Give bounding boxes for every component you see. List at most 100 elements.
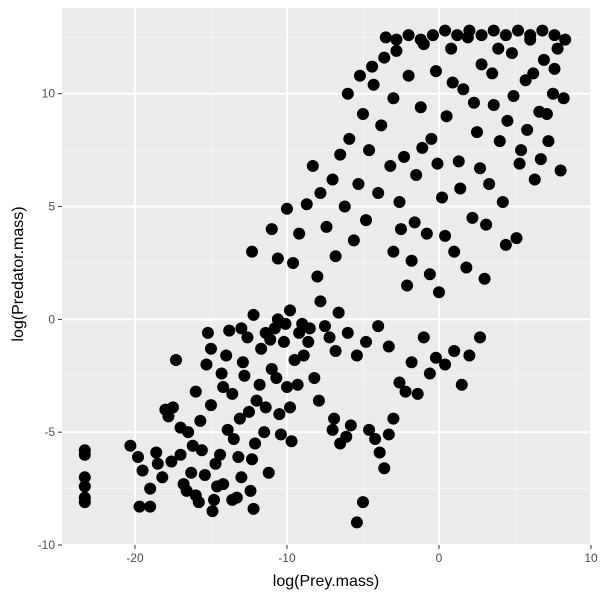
data-point (457, 83, 470, 96)
data-point (554, 164, 567, 177)
data-point (436, 191, 449, 204)
data-point (206, 505, 219, 518)
data-point (271, 313, 284, 326)
data-point (326, 173, 339, 186)
data-point (378, 462, 391, 475)
y-tick-label: 5 (48, 200, 55, 214)
data-point (402, 69, 415, 82)
data-point (320, 220, 333, 233)
data-point (293, 326, 306, 339)
data-point (180, 484, 193, 497)
data-point (524, 29, 537, 42)
data-point (274, 428, 287, 441)
data-point (78, 448, 91, 461)
data-point (312, 394, 325, 407)
data-point (220, 349, 233, 362)
data-point (512, 24, 525, 37)
data-point (382, 428, 395, 441)
data-point (78, 496, 91, 509)
data-point (445, 42, 458, 55)
data-point (308, 372, 321, 385)
data-point (401, 279, 414, 292)
data-point (341, 326, 354, 339)
data-point (499, 238, 512, 251)
data-point (387, 92, 400, 105)
data-point (235, 471, 248, 484)
data-point (268, 322, 281, 335)
data-point (194, 414, 207, 427)
data-point (246, 245, 259, 258)
data-point (192, 496, 205, 509)
data-point (466, 211, 479, 224)
data-point (344, 419, 357, 432)
x-tick-label: -20 (126, 551, 144, 565)
data-point (507, 89, 520, 102)
data-point (378, 51, 391, 64)
data-point (249, 437, 262, 450)
data-point (393, 196, 406, 209)
data-point (455, 378, 468, 391)
data-point (144, 500, 157, 513)
data-point (236, 356, 249, 369)
data-point (246, 453, 259, 466)
data-point (432, 286, 445, 299)
data-point (398, 150, 411, 163)
data-point (201, 326, 214, 339)
data-point (247, 502, 260, 515)
data-point (174, 448, 187, 461)
data-point (410, 168, 423, 181)
data-point (475, 58, 488, 71)
data-point (510, 232, 523, 245)
data-point (440, 110, 453, 123)
data-point (467, 96, 480, 109)
data-point (394, 223, 407, 236)
data-point (280, 202, 293, 215)
data-point (360, 214, 373, 227)
data-point (217, 381, 230, 394)
data-point (528, 173, 541, 186)
data-point (195, 444, 208, 457)
data-point (363, 423, 376, 436)
data-point (78, 471, 91, 484)
data-point (369, 432, 382, 445)
data-point (372, 187, 385, 200)
data-point (402, 29, 415, 42)
data-point (387, 245, 400, 258)
data-point (546, 87, 559, 100)
data-point (414, 101, 427, 114)
data-point (323, 331, 336, 344)
data-point (255, 342, 268, 355)
data-point (328, 412, 341, 425)
data-point (314, 187, 327, 200)
data-point (536, 24, 549, 37)
data-point (259, 401, 272, 414)
data-point (474, 331, 487, 344)
data-point (151, 457, 164, 470)
data-point (156, 471, 169, 484)
data-point (296, 317, 309, 330)
data-point (270, 372, 283, 385)
data-point (159, 403, 172, 416)
data-point (416, 141, 429, 154)
data-point (340, 430, 353, 443)
data-point (425, 132, 438, 145)
data-point (314, 295, 327, 308)
data-point (452, 155, 465, 168)
data-point (405, 356, 418, 369)
data-point (238, 369, 251, 382)
data-point (174, 421, 187, 434)
data-point (384, 159, 397, 172)
data-point (439, 24, 452, 37)
data-point (233, 412, 246, 425)
data-point (334, 148, 347, 161)
data-point (244, 484, 257, 497)
data-point (363, 144, 376, 157)
data-point (215, 367, 228, 380)
data-point (253, 378, 266, 391)
data-point (366, 60, 379, 73)
data-point (548, 62, 561, 75)
data-point (332, 306, 345, 319)
data-point (548, 29, 561, 42)
data-point (534, 153, 547, 166)
